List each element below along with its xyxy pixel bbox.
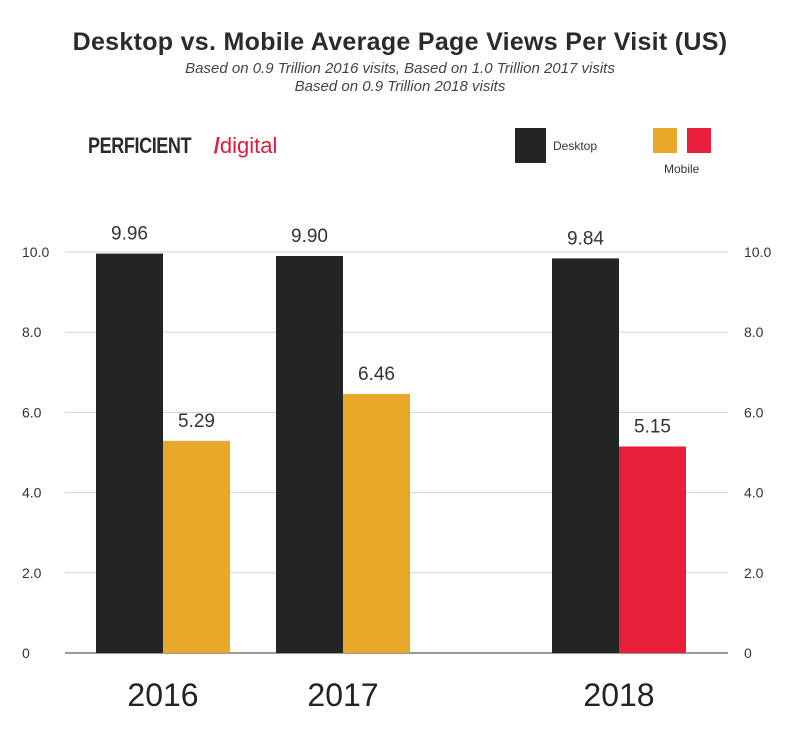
x-category-label-2018: 2018 [583, 677, 654, 713]
y-tick-label-right: 10.0 [744, 244, 771, 260]
y-tick-label-left: 6.0 [22, 404, 42, 420]
y-tick-label-right: 8.0 [744, 324, 764, 340]
data-label-mobile-2017: 6.46 [358, 364, 395, 385]
data-label-desktop-2017: 9.90 [291, 226, 328, 247]
y-tick-label-right: 0 [744, 645, 752, 661]
bar-mobile-2017 [343, 393, 410, 653]
chart-title: Desktop vs. Mobile Average Page Views Pe… [72, 28, 728, 56]
y-tick-label-right: 6.0 [744, 404, 764, 420]
legend-label-desktop: Desktop [553, 139, 598, 153]
logo-slash: / [213, 133, 220, 158]
y-tick-label-right: 4.0 [744, 485, 764, 501]
data-label-desktop-2016: 9.96 [111, 224, 148, 245]
chart-subtitle-line-1: Based on 0.9 Trillion 2016 visits, Based… [185, 60, 615, 77]
y-tick-label-right: 2.0 [744, 565, 764, 581]
logo-brand-text: PERFICIENT [88, 133, 192, 158]
data-label-mobile-2016: 5.29 [178, 411, 215, 432]
perficient-digital-logo: PERFICIENT /digital [88, 133, 277, 159]
y-tick-label-left: 2.0 [22, 565, 42, 581]
chart-subtitle-line-2: Based on 0.9 Trillion 2018 visits [294, 78, 506, 95]
logo-accent-text: digital [219, 133, 278, 158]
bar-desktop-2017 [276, 256, 343, 653]
legend-swatch-desktop [515, 128, 546, 163]
y-tick-label-left: 0 [22, 645, 30, 661]
legend-swatch-mobile-red [687, 128, 711, 153]
data-label-mobile-2018: 5.15 [634, 416, 671, 437]
data-label-desktop-2018: 9.84 [567, 228, 604, 249]
y-tick-label-left: 10.0 [22, 244, 49, 260]
legend-label-mobile: Mobile [664, 162, 700, 176]
bar-mobile-2016 [163, 440, 230, 653]
bar-desktop-2016 [96, 253, 163, 653]
x-category-label-2016: 2016 [127, 677, 198, 713]
bar-mobile-2018 [619, 446, 686, 653]
y-tick-label-left: 4.0 [22, 485, 42, 501]
y-tick-label-left: 8.0 [22, 324, 42, 340]
bar-desktop-2018 [552, 258, 619, 653]
x-category-label-2017: 2017 [307, 677, 378, 713]
legend-swatch-mobile-orange [653, 128, 677, 153]
